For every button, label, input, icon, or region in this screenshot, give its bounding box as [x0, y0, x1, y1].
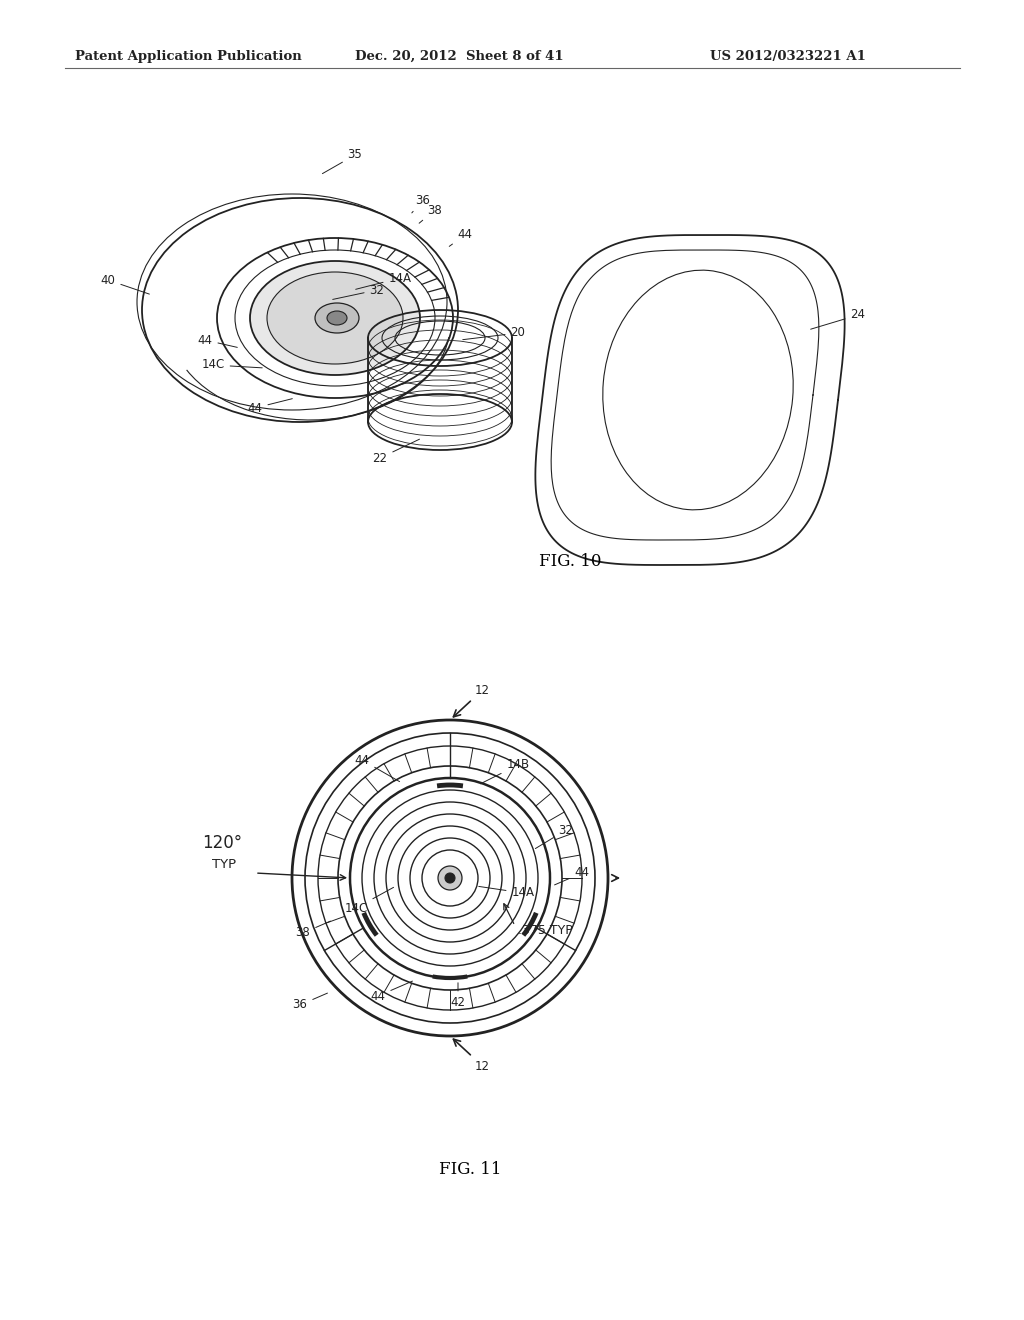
- Text: 44: 44: [555, 866, 590, 884]
- Text: Dec. 20, 2012  Sheet 8 of 41: Dec. 20, 2012 Sheet 8 of 41: [355, 50, 563, 63]
- Text: 22: 22: [373, 440, 420, 465]
- Text: 38: 38: [419, 203, 442, 223]
- Text: 32: 32: [333, 284, 384, 300]
- Text: US 2012/0323221 A1: US 2012/0323221 A1: [710, 50, 866, 63]
- Text: 12: 12: [454, 684, 490, 717]
- Text: 14A: 14A: [355, 272, 412, 289]
- Ellipse shape: [438, 866, 462, 890]
- Text: FIG. 10: FIG. 10: [539, 553, 601, 570]
- Text: 42: 42: [451, 983, 466, 1010]
- Ellipse shape: [267, 272, 403, 364]
- Text: 44: 44: [248, 399, 292, 414]
- Text: FIG. 11: FIG. 11: [438, 1162, 502, 1177]
- Text: 35: 35: [323, 149, 362, 174]
- Text: 14C: 14C: [202, 359, 262, 371]
- Text: Patent Application Publication: Patent Application Publication: [75, 50, 302, 63]
- Ellipse shape: [250, 261, 420, 375]
- Text: 14A: 14A: [479, 887, 535, 899]
- Text: 44: 44: [450, 228, 472, 247]
- Text: 36: 36: [293, 993, 328, 1011]
- Ellipse shape: [327, 312, 347, 325]
- Text: 44: 44: [198, 334, 238, 347]
- Text: 24: 24: [811, 309, 865, 329]
- Text: .375 TYP: .375 TYP: [518, 924, 572, 936]
- Text: 32: 32: [536, 824, 573, 849]
- Text: 14C: 14C: [344, 887, 393, 915]
- Ellipse shape: [445, 873, 455, 883]
- Ellipse shape: [315, 304, 359, 333]
- Text: 120°: 120°: [202, 834, 242, 851]
- Text: 44: 44: [371, 981, 413, 1002]
- Text: 12: 12: [454, 1039, 490, 1072]
- Text: TYP: TYP: [212, 858, 237, 870]
- Text: 38: 38: [296, 921, 331, 940]
- Text: 14B: 14B: [480, 759, 529, 784]
- Text: 40: 40: [100, 273, 150, 294]
- Text: 44: 44: [354, 754, 399, 781]
- Text: 20: 20: [463, 326, 525, 339]
- Text: 36: 36: [412, 194, 430, 213]
